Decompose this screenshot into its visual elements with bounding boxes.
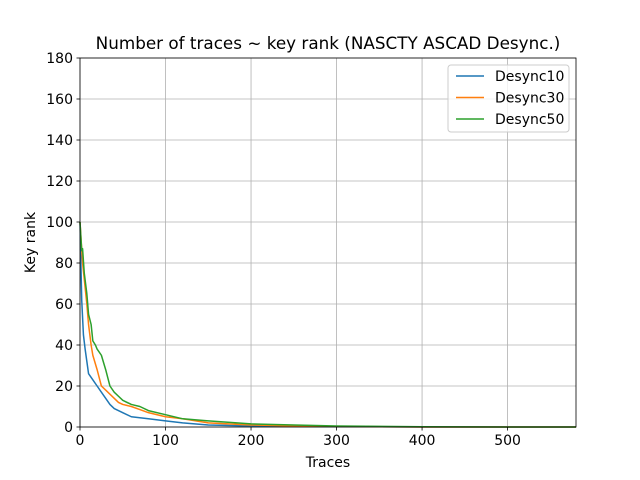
x-axis-label: Traces	[305, 455, 350, 471]
y-tick-label: 180	[46, 51, 73, 67]
x-tick-label: 0	[76, 433, 85, 449]
x-axis: 0 100 200 300 400 500	[76, 427, 521, 449]
y-axis: 0 20 40 60 80 100 120 140 160 180	[46, 51, 80, 436]
legend-label-desync50: Desync50	[495, 112, 564, 128]
series-line-desync10	[79, 221, 576, 428]
x-tick-label: 100	[152, 433, 179, 449]
y-tick-label: 120	[46, 174, 73, 190]
x-tick-label: 400	[409, 433, 436, 449]
x-tick-label: 500	[494, 433, 521, 449]
y-tick-label: 140	[46, 133, 73, 149]
legend: Desync10 Desync30 Desync50	[447, 64, 570, 133]
x-tick-label: 200	[238, 433, 265, 449]
y-tick-label: 60	[55, 297, 73, 313]
legend-label-desync10: Desync10	[495, 69, 564, 85]
legend-box	[447, 64, 570, 133]
y-axis-label: Key rank	[23, 211, 39, 273]
series-lines	[79, 221, 576, 428]
y-tick-label: 100	[46, 215, 73, 231]
y-tick-label: 80	[55, 256, 73, 272]
legend-label-desync30: Desync30	[495, 91, 564, 107]
y-tick-label: 0	[64, 420, 73, 436]
y-tick-label: 40	[55, 338, 73, 354]
series-line-desync50	[79, 221, 576, 428]
plot-frame	[79, 57, 577, 428]
series-line-desync30	[79, 221, 576, 428]
y-tick-label: 160	[46, 92, 73, 108]
chart-title: Number of traces ~ key rank (NASCTY ASCA…	[96, 33, 561, 53]
x-tick-label: 300	[323, 433, 350, 449]
y-tick-label: 20	[55, 379, 73, 395]
